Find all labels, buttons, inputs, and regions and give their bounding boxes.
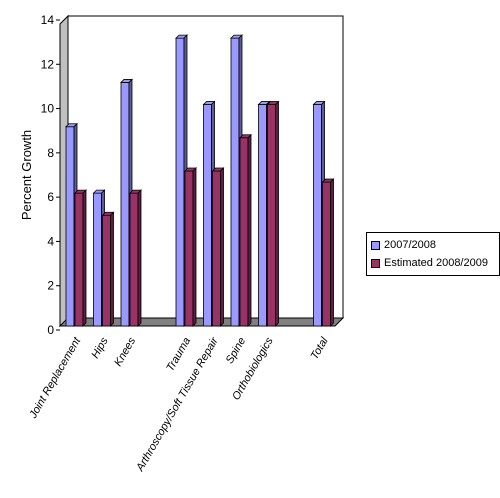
bar-2-8 bbox=[266, 100, 280, 327]
bar-2-5 bbox=[184, 167, 197, 327]
bar-2-7 bbox=[239, 133, 252, 327]
y-tick-label: 8 bbox=[47, 146, 54, 160]
legend-swatch-series-2 bbox=[371, 258, 380, 268]
x-category-label: Total bbox=[309, 335, 331, 362]
y-tick-label: 10 bbox=[41, 102, 55, 116]
bar-2-2 bbox=[101, 211, 115, 327]
y-tick-label: 0 bbox=[47, 323, 54, 337]
legend-label-series-2: Estimated 2008/2009 bbox=[384, 257, 488, 269]
x-category-label: Spine bbox=[224, 336, 248, 366]
y-tick-label: 6 bbox=[47, 190, 54, 204]
y-tick-label: 2 bbox=[47, 279, 54, 293]
y-tick-label: 12 bbox=[41, 57, 55, 71]
y-axis-label: Percent Growth bbox=[19, 130, 34, 220]
bar-2-1 bbox=[74, 189, 87, 327]
legend-label-series-1: 2007/2008 bbox=[384, 239, 436, 251]
x-category-label: Hips bbox=[89, 335, 111, 360]
bar-2-3 bbox=[129, 189, 142, 327]
y-tick-label: 14 bbox=[41, 13, 55, 27]
legend-swatch-series-1 bbox=[371, 240, 380, 250]
x-category-label: Joint Replacement bbox=[27, 335, 84, 422]
bars bbox=[65, 34, 335, 327]
x-axis-categories: Joint Replacement Hips Knees TraumaArthrosc… bbox=[27, 334, 331, 474]
y-tick-label: 4 bbox=[47, 234, 54, 248]
x-category-label: Knees bbox=[112, 335, 138, 368]
y-axis-ticks: 0 2 4 6 8 10 12 14 bbox=[41, 13, 61, 337]
bar-2-6 bbox=[211, 167, 225, 327]
legend-item-series-2: Estimated 2008/2009 bbox=[371, 254, 495, 272]
bar-2-10 bbox=[321, 178, 335, 327]
legend: 2007/2008 Estimated 2008/2009 bbox=[366, 232, 500, 276]
legend-item-series-1: 2007/2008 bbox=[371, 236, 495, 254]
x-category-label: Trauma bbox=[164, 336, 193, 374]
